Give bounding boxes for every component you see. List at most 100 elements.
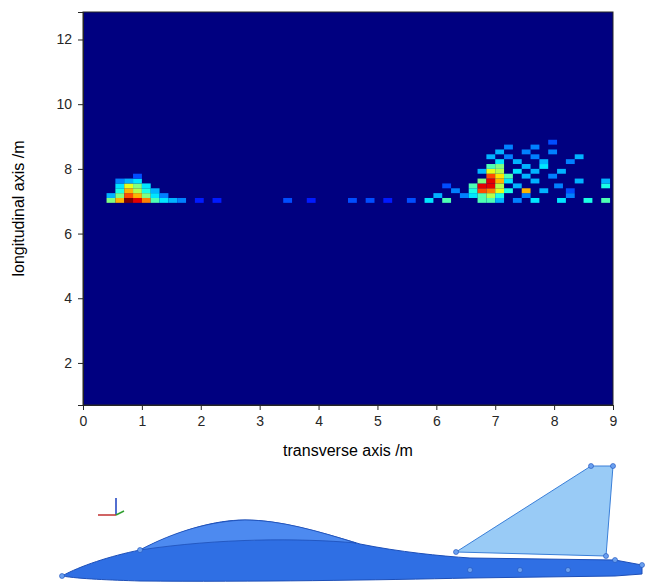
tick: 0 xyxy=(80,405,88,429)
tick-label: 6 xyxy=(433,413,441,429)
heat-cell xyxy=(504,179,513,184)
triad-z xyxy=(115,498,117,515)
tick: 4 xyxy=(315,405,323,429)
heat-cell xyxy=(495,159,504,164)
heat-cell xyxy=(348,198,357,203)
triad-x xyxy=(98,514,116,516)
heat-cell xyxy=(168,198,177,203)
tick: 3 xyxy=(256,405,264,429)
heat-cell xyxy=(478,193,487,198)
cells xyxy=(107,140,611,203)
model-node xyxy=(468,568,473,573)
heat-cell xyxy=(366,198,375,203)
heat-cell xyxy=(531,154,540,159)
tick-mark xyxy=(78,39,83,40)
heat-cell xyxy=(433,193,442,198)
heat-cell xyxy=(124,179,133,184)
heat-cell xyxy=(460,193,469,198)
tick-mark xyxy=(319,405,320,410)
heat-cell xyxy=(495,169,504,174)
x-axis-title: transverse axis /m xyxy=(283,442,413,459)
heat-cell xyxy=(124,198,133,203)
y-axis-title: longitudinal axis /m xyxy=(10,140,27,276)
y-axis: 24681012 xyxy=(56,13,83,406)
heat-cell xyxy=(495,188,504,193)
heat-cell xyxy=(442,198,451,203)
axis-triad xyxy=(98,498,124,515)
heat-cell xyxy=(575,154,584,159)
tick-label: 8 xyxy=(551,413,559,429)
tick-mark xyxy=(495,405,496,410)
heat-cell xyxy=(478,188,487,193)
model-node xyxy=(138,548,143,553)
tick-label: 5 xyxy=(374,413,382,429)
tick-label: 7 xyxy=(492,413,500,429)
heat-cell xyxy=(531,169,540,174)
aircraft-illustration xyxy=(60,464,645,582)
heat-cell xyxy=(504,145,513,150)
heat-cell xyxy=(486,188,495,193)
model-node xyxy=(566,568,571,573)
tick: 6 xyxy=(433,405,441,429)
tick-label: 10 xyxy=(56,96,72,112)
tick-mark xyxy=(78,298,83,299)
heat-cell xyxy=(142,183,151,188)
tick-mark xyxy=(78,169,83,170)
heat-cell xyxy=(478,179,487,184)
heat-cell xyxy=(124,183,133,188)
heat-cell xyxy=(601,179,610,184)
heat-cell xyxy=(307,198,316,203)
tick-label: 9 xyxy=(610,413,618,429)
heat-cell xyxy=(115,183,124,188)
heat-cell xyxy=(283,198,292,203)
heat-cell xyxy=(486,183,495,188)
heat-cell xyxy=(115,193,124,198)
tick: 10 xyxy=(56,96,83,112)
tick-label: 0 xyxy=(80,413,88,429)
heat-cell xyxy=(531,198,540,203)
heat-cell xyxy=(495,179,504,184)
heat-cell xyxy=(160,193,169,198)
heat-cell xyxy=(469,183,478,188)
heat-cell xyxy=(557,169,566,174)
heat-cell xyxy=(504,174,513,179)
heat-cell xyxy=(115,198,124,203)
heat-cell xyxy=(504,154,513,159)
model-node xyxy=(454,550,459,555)
plot-background xyxy=(83,12,613,405)
tick-mark xyxy=(377,405,378,410)
tick: 2 xyxy=(64,355,83,371)
heat-cell xyxy=(115,188,124,193)
heat-cell xyxy=(451,188,460,193)
heat-cell xyxy=(513,159,522,164)
heat-cell xyxy=(469,188,478,193)
heat-cell xyxy=(495,164,504,169)
tick: 9 xyxy=(610,405,618,429)
heat-cell xyxy=(539,164,548,169)
heat-cell xyxy=(513,169,522,174)
model-node xyxy=(60,574,65,579)
heat-cell xyxy=(495,174,504,179)
heat-cell xyxy=(522,174,531,179)
tick-label: 1 xyxy=(138,413,146,429)
tick-mark xyxy=(78,363,83,364)
tick-label: 12 xyxy=(56,31,72,47)
tick-mark xyxy=(554,405,555,410)
canopy xyxy=(140,520,356,550)
tick-mark xyxy=(613,405,614,410)
heat-cell xyxy=(539,188,548,193)
heat-cell xyxy=(584,198,593,203)
heat-cell xyxy=(522,149,531,154)
tick: 12 xyxy=(56,31,83,47)
tail-fin xyxy=(456,466,613,556)
heat-cell xyxy=(566,159,575,164)
tick-label: 2 xyxy=(64,355,72,371)
tick: 8 xyxy=(64,161,83,177)
tick: 1 xyxy=(138,405,146,429)
tick: 6 xyxy=(64,226,83,242)
heat-cell xyxy=(513,198,522,203)
heat-cell xyxy=(442,183,451,188)
heat-cell xyxy=(495,183,504,188)
heat-cell xyxy=(522,164,531,169)
heat-cell xyxy=(531,145,540,150)
